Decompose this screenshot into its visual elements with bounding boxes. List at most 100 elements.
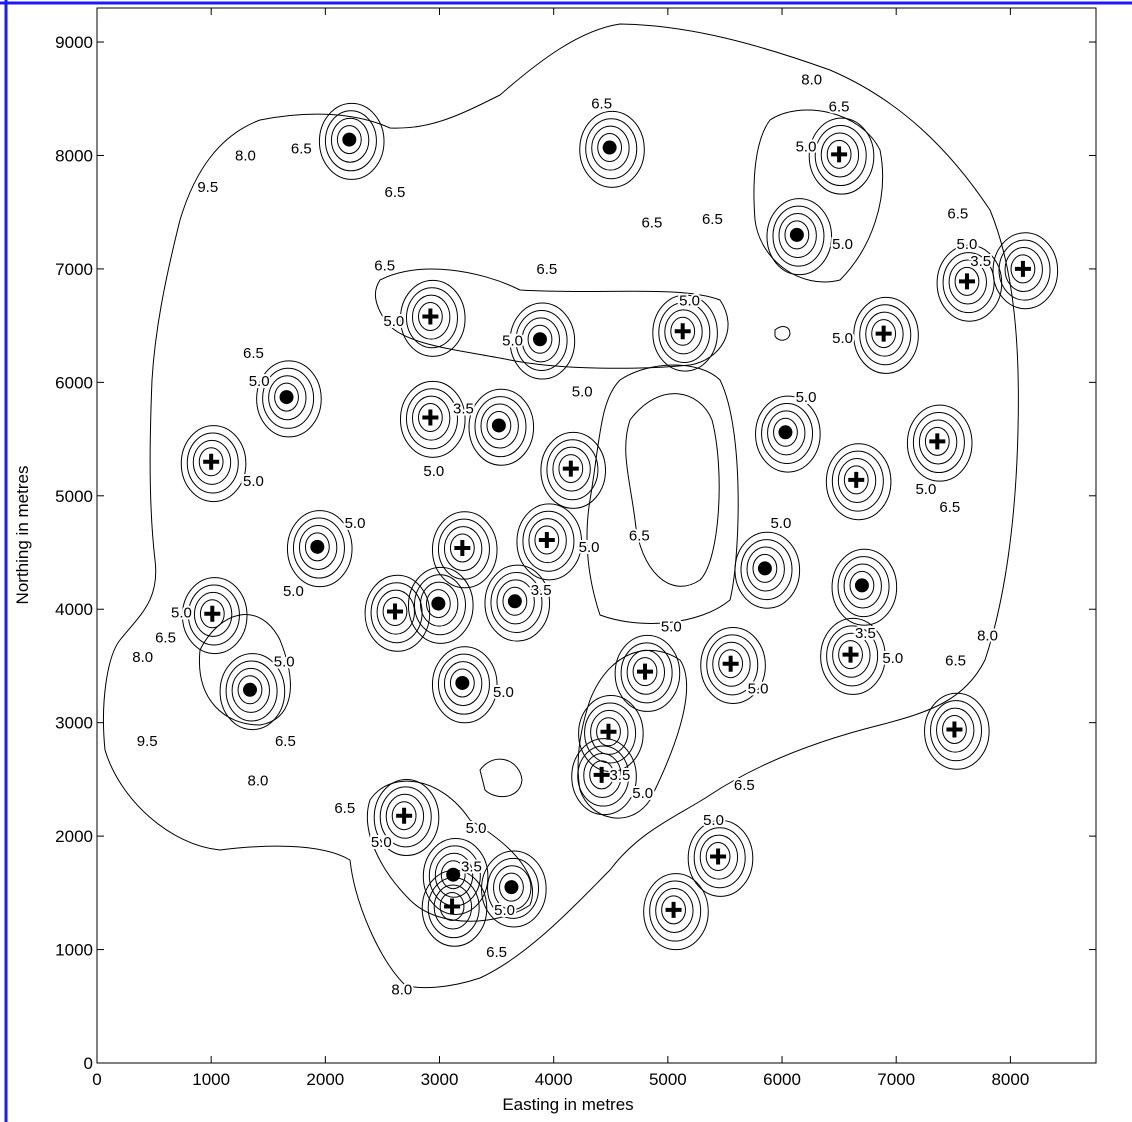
contour-ring [219,653,286,731]
y-tick-label: 7000 [55,260,93,279]
contour-ring [584,702,637,764]
cross-marker [203,453,220,470]
contour-line [198,614,291,726]
contour-ring [948,259,987,305]
y-tick-label: 0 [84,1054,93,1073]
contour-label: 5.0 [748,681,769,698]
contour-ring [496,579,535,625]
contour-label: 3.5 [453,400,474,417]
contour-ring [826,139,852,169]
contour-ring [826,625,879,687]
contour-label: 6.5 [374,258,395,275]
contour-ring [942,714,967,744]
contour-ring [521,317,560,363]
contour-label: 3.5 [970,253,991,270]
contour-ring [417,302,443,332]
dot-marker [431,596,446,611]
x-tick-label: 1000 [192,1070,230,1089]
dot-marker [310,539,325,554]
dot-marker [446,867,461,882]
y-tick-label: 2000 [55,827,93,846]
cross-marker [204,605,221,622]
contour-label: 6.5 [629,528,650,545]
contour-ring [382,597,408,627]
contour-ring [407,566,474,644]
dot-marker [279,390,294,405]
x-tick-label: 7000 [877,1070,915,1089]
contour-label: 6.5 [275,733,296,750]
contour-ring [486,410,512,440]
contour-ring [199,599,225,629]
contour-ring [546,439,599,501]
contour-ring [643,873,709,951]
x-tick-label: 8000 [991,1070,1029,1089]
contour-ring [936,707,975,753]
contour-label: 5.0 [957,236,978,253]
contour-ring [597,133,623,163]
contour-ring [419,581,459,627]
contour-label: 3.5 [855,625,876,642]
y-tick-label: 3000 [55,714,93,733]
cross-marker [929,433,946,450]
contour-label: 3.5 [531,582,552,599]
contour-ring [493,865,532,911]
contour-ring [755,395,821,473]
contour-ring [336,125,362,155]
cross-marker [674,323,691,340]
contour-label: 8.0 [235,147,256,164]
contour-ring [198,447,224,477]
contour-ring [193,591,233,637]
contour-label: 9.5 [137,733,158,750]
contour-ring [820,132,860,178]
x-tick-label: 6000 [763,1070,801,1089]
contour-ring [843,465,869,495]
contour-ring [652,294,718,372]
contour-ring [589,760,615,790]
contour-label: 6.5 [702,211,723,228]
contour-label: 5.0 [274,653,295,670]
contour-ring [231,667,270,713]
contour-label: 5.0 [493,684,514,701]
contour-ring [439,891,465,921]
contour-ring [954,266,980,296]
contour-ring [449,533,475,563]
contour-ring [181,577,248,655]
contour-ring [528,518,567,564]
contour-ring [912,412,965,474]
dot-marker [491,418,506,433]
contour-ring [718,649,744,679]
contour-label: 5.0 [283,583,304,600]
contour-ring [484,564,551,642]
contour-ring [399,380,466,458]
contour-label: 5.0 [579,539,600,556]
contour-ring [364,574,431,652]
dot-marker [778,425,793,440]
contour-ring [468,388,535,466]
contour-ring [558,454,584,484]
contour-label: 9.5 [197,179,218,196]
contour-ring [837,458,877,504]
contour-line [366,780,533,922]
contour-label: 5.0 [661,618,682,635]
contour-label: 6.5 [829,99,850,116]
dot-marker [455,675,470,690]
contour-ring [699,834,739,880]
contour-ring [437,518,490,580]
contour-ring [434,852,474,898]
contour-ring [324,110,377,172]
contour-ring [837,556,890,618]
contour-label: 6.5 [486,944,507,961]
contour-ring [480,403,519,449]
contour-ring [773,417,798,447]
contour-ring [632,657,658,687]
contour-ring [571,738,637,816]
contour-label: 6.5 [334,800,355,817]
contour-ring [871,319,897,349]
contour-line [586,364,739,624]
contour-ring [481,850,547,928]
contour-label: 5.0 [679,293,700,310]
dot-marker [854,578,869,593]
contour-ring [831,548,898,626]
contour-ring [425,589,451,619]
